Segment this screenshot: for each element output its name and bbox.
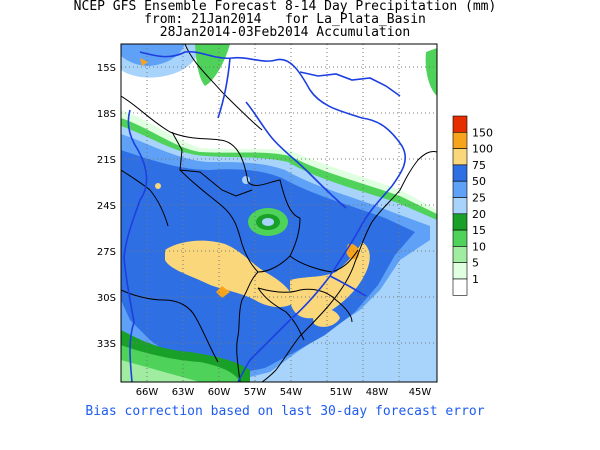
legend-label: 150 bbox=[472, 126, 493, 139]
color-legend: 150 100 75 50 25 20 15 10 5 1 bbox=[452, 115, 493, 296]
legend-label: 20 bbox=[472, 208, 486, 221]
lon-tick: 57W bbox=[244, 387, 267, 398]
legend-swatch bbox=[452, 180, 468, 198]
legend-swatch bbox=[452, 197, 468, 215]
latitude-ticks: 15S 18S 21S 24S 27S 30S 33S bbox=[97, 63, 116, 350]
region-50mm bbox=[121, 150, 415, 376]
legend-swatch bbox=[452, 132, 468, 149]
legend-label: 25 bbox=[472, 192, 486, 205]
legend-label: 1 bbox=[472, 273, 479, 286]
lon-tick: 63W bbox=[172, 387, 195, 398]
coastline bbox=[261, 151, 438, 383]
legend-swatch bbox=[452, 246, 468, 263]
basin-outline bbox=[123, 50, 407, 382]
legend-label: 15 bbox=[472, 224, 486, 237]
lon-tick: 45W bbox=[409, 387, 432, 398]
lat-tick: 33S bbox=[97, 339, 116, 350]
legend-swatch bbox=[452, 278, 468, 296]
legend-label: 50 bbox=[472, 175, 486, 188]
title-line-2: from: 21Jan2014 for La_Plata_Basin bbox=[144, 12, 426, 27]
region-75mm-west bbox=[165, 240, 295, 308]
legend-swatch bbox=[452, 148, 468, 166]
lon-tick: 66W bbox=[136, 387, 159, 398]
legend-label: 75 bbox=[472, 159, 486, 172]
title-line-3: 28Jan2014-03Feb2014 Accumulation bbox=[159, 25, 411, 40]
lat-tick: 24S bbox=[97, 201, 116, 212]
legend-swatch bbox=[452, 262, 468, 280]
lat-tick: 18S bbox=[97, 109, 116, 120]
graticule bbox=[121, 44, 437, 382]
lon-tick: 54W bbox=[280, 387, 303, 398]
legend-swatch bbox=[452, 164, 468, 182]
legend-label: 10 bbox=[472, 240, 486, 253]
legend-label: 100 bbox=[472, 143, 493, 156]
legend-swatch bbox=[452, 213, 468, 231]
title-line-1: NCEP GFS Ensemble Forecast 8-14 Day Prec… bbox=[73, 0, 497, 14]
lon-tick: 51W bbox=[330, 387, 353, 398]
map-frame bbox=[120, 43, 438, 383]
lat-tick: 21S bbox=[97, 155, 116, 166]
lon-tick: 60W bbox=[208, 387, 231, 398]
region-100mm-east bbox=[346, 243, 360, 260]
lon-tick: 48W bbox=[366, 387, 389, 398]
lat-tick: 27S bbox=[97, 247, 116, 258]
bias-correction-note: Bias correction based on last 30-day for… bbox=[85, 404, 485, 419]
longitude-ticks: 66W 63W 60W 57W 54W 51W 48W 45W bbox=[136, 387, 432, 398]
legend-swatch bbox=[452, 115, 468, 133]
region-75mm-south bbox=[312, 308, 340, 327]
legend-label: 5 bbox=[472, 257, 479, 270]
lat-tick: 15S bbox=[97, 63, 116, 74]
legend-swatch bbox=[452, 229, 468, 247]
lat-tick: 30S bbox=[97, 293, 116, 304]
precipitation-fields bbox=[121, 44, 437, 382]
